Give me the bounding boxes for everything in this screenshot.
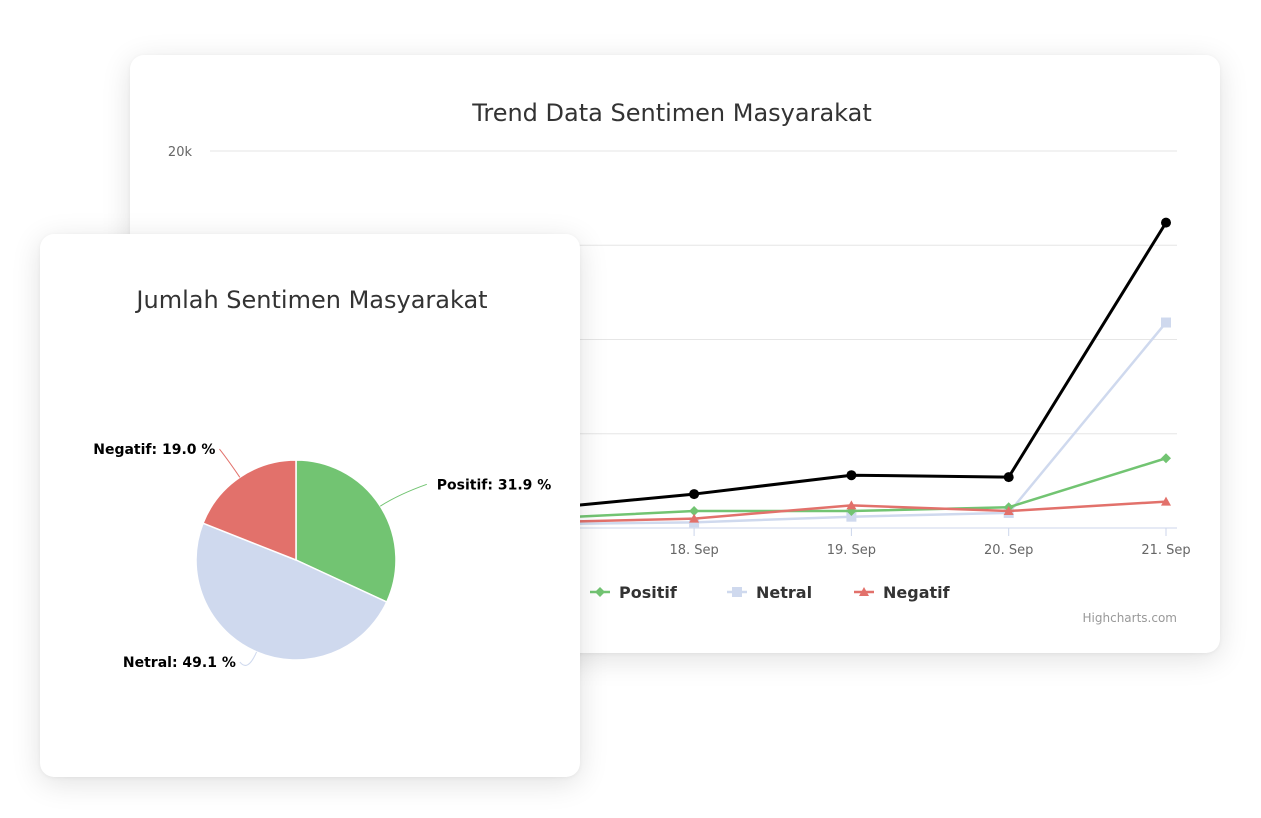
sentiment-pie-card: Jumlah Sentimen Masyarakat Positif: 31.9… — [40, 234, 580, 777]
pie-slice-netral[interactable] — [195, 522, 388, 661]
data-point[interactable] — [689, 489, 700, 500]
pie-data-label: Positif: 31.9 % — [437, 477, 552, 493]
legend-label[interactable]: Positif — [619, 583, 678, 602]
trend-line-chart: Trend Data Sentimen Masyarakat 20k 18. S… — [168, 99, 1191, 625]
x-tick-label: 18. Sep — [669, 543, 718, 558]
data-point[interactable] — [846, 511, 857, 522]
pie-connector-line — [219, 448, 241, 478]
trend-chart-title: Trend Data Sentimen Masyarakat — [471, 99, 872, 127]
x-tick-label: 19. Sep — [827, 543, 876, 558]
data-point[interactable] — [1161, 496, 1171, 506]
pie-data-label: Netral: 49.1 % — [123, 655, 236, 671]
series-negatif[interactable] — [531, 496, 1171, 527]
legend-item-positif[interactable]: Positif — [590, 583, 678, 602]
data-point[interactable] — [1161, 317, 1171, 328]
sentiment-pie-chart: Jumlah Sentimen Masyarakat Positif: 31.9… — [93, 286, 552, 671]
data-point[interactable] — [846, 500, 857, 510]
data-point[interactable] — [846, 470, 857, 481]
series-line[interactable] — [536, 321, 1167, 526]
legend-label[interactable]: Negatif — [883, 583, 951, 602]
legend-label[interactable]: Netral — [756, 583, 812, 602]
legend-marker — [595, 587, 605, 597]
series-total[interactable] — [531, 217, 1171, 515]
data-point[interactable] — [689, 506, 700, 517]
pie-slice-positif[interactable] — [295, 459, 397, 604]
data-point[interactable] — [1003, 506, 1014, 516]
legend-marker — [732, 587, 742, 597]
series-netral[interactable] — [531, 317, 1171, 530]
legend-item-negatif[interactable]: Negatif — [854, 583, 951, 602]
series-positif[interactable] — [531, 453, 1171, 524]
data-point[interactable] — [1161, 217, 1171, 228]
x-tick-label: 21. Sep — [1141, 543, 1190, 558]
legend-item-netral[interactable]: Netral — [727, 583, 812, 602]
series-line[interactable] — [536, 221, 1168, 511]
highcharts-credit[interactable]: Highcharts.com — [1083, 611, 1177, 625]
data-point[interactable] — [689, 513, 700, 523]
legend-marker — [859, 587, 869, 596]
data-point[interactable] — [1003, 472, 1014, 483]
pie-connector-line — [239, 651, 258, 666]
pie-chart-title: Jumlah Sentimen Masyarakat — [134, 286, 487, 314]
pie-data-label: Negatif: 19.0 % — [93, 442, 215, 458]
data-point[interactable] — [1161, 453, 1171, 464]
pie-slice-negatif[interactable] — [202, 459, 297, 562]
y-tick-label: 20k — [168, 145, 193, 160]
pie-connector-line — [379, 483, 427, 507]
x-tick-label: 20. Sep — [984, 543, 1033, 558]
